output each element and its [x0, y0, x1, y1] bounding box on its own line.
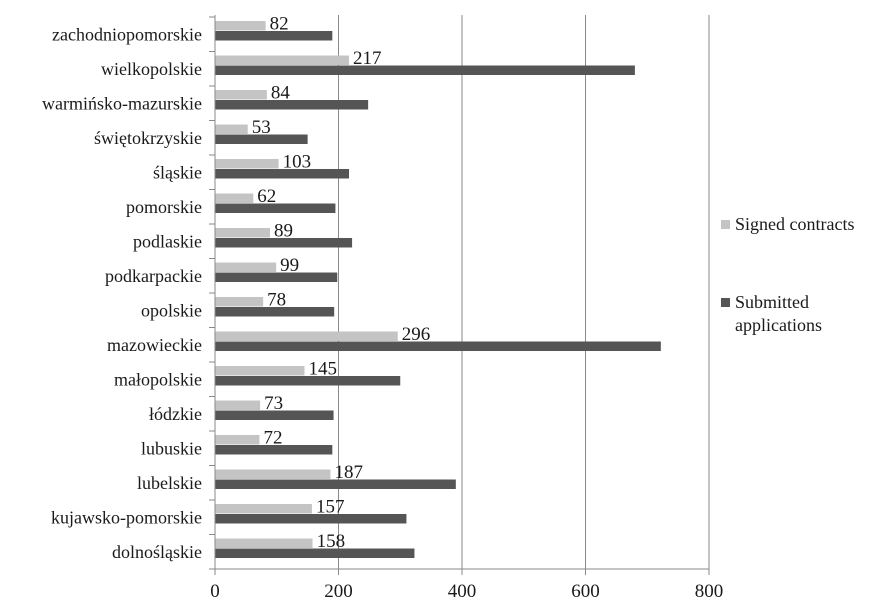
category-label: śląskie	[153, 162, 202, 182]
category-label: warmińsko-mazurskie	[42, 93, 202, 113]
legend-swatch-signed-contracts	[721, 220, 730, 229]
category-label: wielkopolskie	[101, 59, 202, 79]
data-label-signed-contracts: 82	[270, 14, 289, 35]
bar-submitted-applications	[215, 65, 635, 75]
data-label-signed-contracts: 72	[263, 428, 282, 449]
bar-signed-contracts	[215, 124, 248, 134]
bar-signed-contracts	[215, 262, 277, 272]
category-label: zachodniopomorskie	[52, 24, 202, 44]
bar-submitted-applications	[215, 341, 661, 351]
bar-signed-contracts	[215, 228, 270, 238]
legend-label-signed-contracts: Signed contracts	[735, 214, 854, 234]
bar-submitted-applications	[215, 479, 456, 489]
data-label-signed-contracts: 157	[316, 497, 345, 518]
legend-label-submitted-applications: Submitted applications	[735, 292, 822, 335]
bar-signed-contracts	[215, 193, 254, 203]
x-tick-label: 0	[210, 581, 220, 602]
category-label: małopolskie	[114, 369, 202, 389]
category-label: kujawsko-pomorskie	[51, 507, 202, 527]
bar-submitted-applications	[215, 410, 334, 420]
data-label-signed-contracts: 217	[353, 48, 382, 69]
category-label: mazowieckie	[107, 335, 202, 355]
x-tick-label: 600	[571, 581, 600, 602]
category-label: świętokrzyskie	[94, 128, 202, 148]
bar-submitted-applications	[215, 376, 401, 386]
legend: Signed contracts Submitted applications	[721, 214, 854, 335]
data-label-signed-contracts: 84	[271, 83, 291, 104]
category-label: lubuskie	[141, 438, 202, 458]
bar-submitted-applications	[215, 238, 353, 248]
bar-submitted-applications	[215, 31, 333, 41]
bar-submitted-applications	[215, 169, 349, 179]
data-label-signed-contracts: 296	[402, 324, 431, 345]
bar-signed-contracts	[215, 400, 261, 410]
data-label-signed-contracts: 99	[280, 255, 299, 276]
bar-signed-contracts	[215, 504, 312, 514]
bar-signed-contracts	[215, 538, 313, 548]
category-label: lubelskie	[137, 473, 202, 493]
bar-submitted-applications	[215, 514, 407, 524]
x-tick-label: 200	[324, 581, 353, 602]
category-label: podlaskie	[133, 231, 202, 251]
labels: 82 zachodniopomorskie 217 wielkopolskie 84 wa…	[42, 14, 430, 562]
category-label: łódzkie	[149, 404, 202, 424]
bar-submitted-applications	[215, 307, 335, 317]
x-tick-label: 800	[695, 581, 724, 602]
bar-submitted-applications	[215, 134, 308, 144]
bar-signed-contracts	[215, 90, 267, 100]
data-label-signed-contracts: 103	[283, 152, 312, 173]
x-tick-label: 400	[448, 581, 477, 602]
data-label-signed-contracts: 73	[264, 393, 283, 414]
bar-signed-contracts	[215, 435, 260, 445]
bar-submitted-applications	[215, 548, 415, 558]
bars	[215, 21, 661, 558]
bar-signed-contracts	[215, 366, 305, 376]
legend-swatch-submitted-applications	[721, 298, 730, 307]
data-label-signed-contracts: 187	[334, 462, 363, 483]
bar-signed-contracts	[215, 469, 331, 479]
bar-submitted-applications	[215, 203, 336, 213]
bar-signed-contracts	[215, 159, 279, 169]
bar-signed-contracts	[215, 55, 349, 65]
bar-signed-contracts	[215, 297, 264, 307]
data-label-signed-contracts: 89	[274, 221, 293, 242]
data-label-signed-contracts: 158	[317, 531, 346, 552]
category-label: opolskie	[141, 300, 202, 320]
data-label-signed-contracts: 53	[252, 117, 271, 138]
gridlines	[338, 15, 710, 569]
bar-signed-contracts	[215, 331, 398, 341]
data-label-signed-contracts: 145	[309, 359, 338, 380]
bar-submitted-applications	[215, 445, 333, 455]
axes: 0 200 400 600 800	[209, 15, 723, 602]
data-label-signed-contracts: 62	[257, 186, 276, 207]
category-label: dolnośląskie	[112, 542, 202, 562]
data-label-signed-contracts: 78	[267, 290, 286, 311]
bar-submitted-applications	[215, 272, 338, 282]
category-label: podkarpackie	[105, 266, 202, 286]
bar-signed-contracts	[215, 21, 266, 31]
category-label: pomorskie	[126, 197, 202, 217]
bar-submitted-applications	[215, 100, 369, 110]
